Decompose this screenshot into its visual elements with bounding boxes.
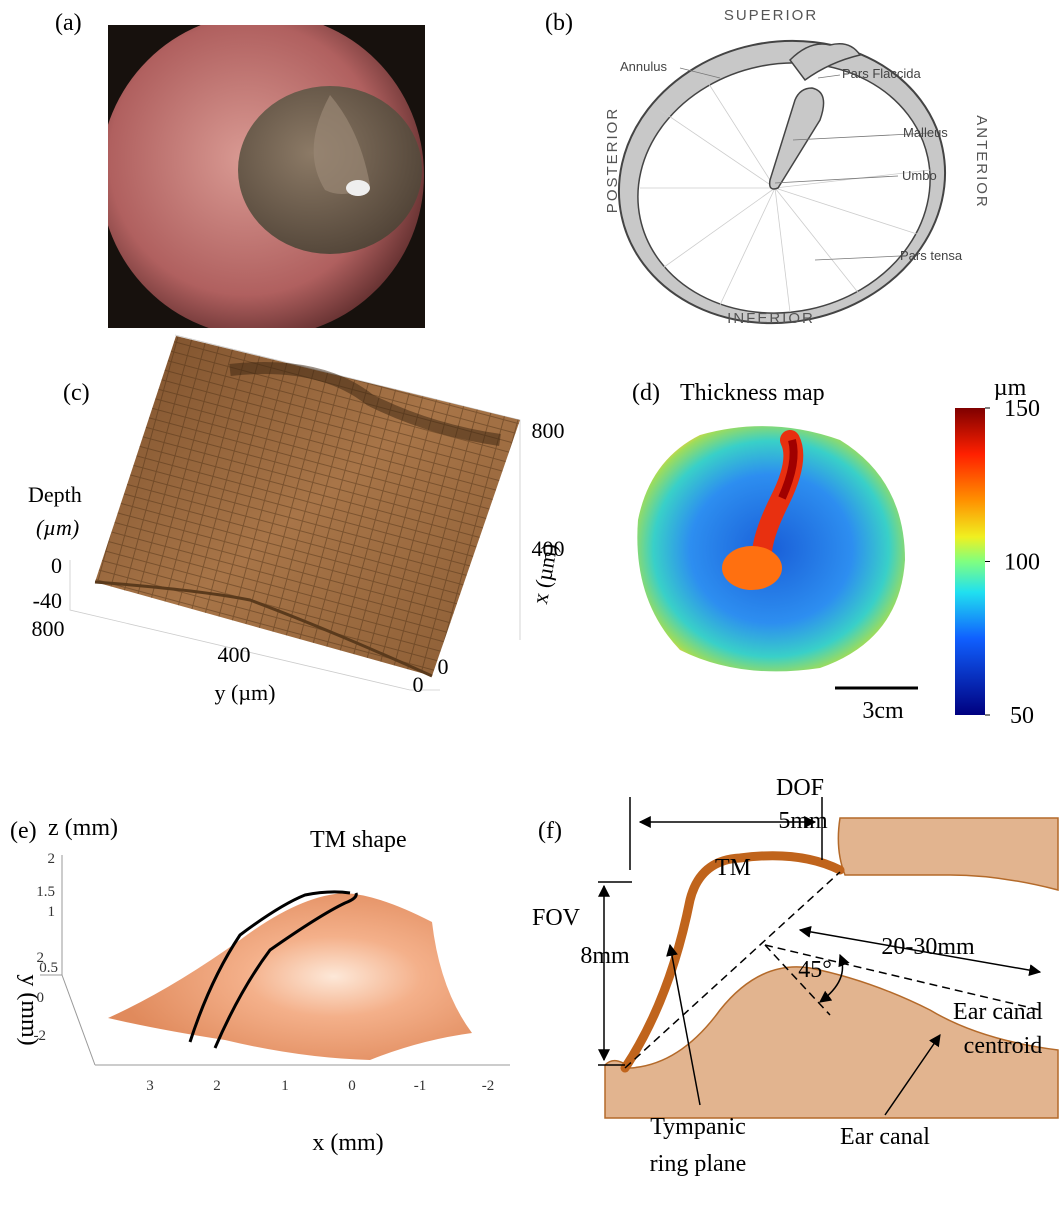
axis-label: y (mm) <box>16 974 42 1045</box>
tick-label: 1 <box>48 904 56 920</box>
direction-label: ANTERIOR <box>973 115 990 209</box>
tick-label: 0 <box>37 990 45 1006</box>
tick-label: 2 <box>48 851 56 867</box>
surface-3d <box>69 334 521 691</box>
direction-label: POSTERIOR <box>604 107 621 213</box>
tick-label: 0 <box>348 1078 356 1094</box>
tick-label: 0 <box>51 553 62 578</box>
angle-label: 45° <box>798 957 832 983</box>
tick-label: 0 <box>438 654 449 679</box>
fov-label: FOV <box>532 905 581 931</box>
colorbar <box>955 408 985 715</box>
tick-label: 1.5 <box>36 884 55 900</box>
panel-label: (b) <box>545 10 573 36</box>
axis-label: Depth <box>28 482 82 507</box>
distance-label: 20-30mm <box>881 934 975 960</box>
panel-title: Thickness map <box>680 380 825 406</box>
direction-label: SUPERIOR <box>724 7 818 24</box>
scale-bar-label: 3cm <box>862 698 904 724</box>
tm-label: TM <box>715 855 751 881</box>
ear-canal-label: Ear canal <box>840 1124 930 1150</box>
tick-label: 800 <box>532 418 565 443</box>
structure-label: Pars Flaccida <box>842 66 922 81</box>
tick-label: -2 <box>34 1028 47 1044</box>
axis-label: z (mm) <box>48 815 118 841</box>
colorbar-tick-label: 100 <box>1004 550 1040 576</box>
tick-label: 400 <box>218 642 251 667</box>
colorbar-unit: µm <box>994 375 1027 401</box>
dof-label: DOF <box>776 775 824 801</box>
thickness-map <box>637 426 905 672</box>
axis-label: (µm) <box>36 515 79 540</box>
panel-label: (f) <box>538 818 562 844</box>
structure-label: Umbo <box>902 168 937 183</box>
panel-label: (c) <box>63 380 90 406</box>
tick-label: -2 <box>482 1078 495 1094</box>
tick-label: 0 <box>413 672 424 697</box>
direction-label: INFERIOR <box>727 310 815 327</box>
panel-title: TM shape <box>310 827 407 853</box>
tm-diagram <box>617 39 947 325</box>
ring-label: Tympanic <box>650 1114 746 1140</box>
tick-label: 800 <box>32 616 65 641</box>
tick-label: 0.5 <box>39 960 58 976</box>
panel-label: (e) <box>10 818 37 844</box>
centroid-label: Ear canal <box>953 999 1043 1025</box>
ring-label: ring plane <box>650 1151 747 1177</box>
tick-label: 2 <box>37 950 45 966</box>
structure-label: Annulus <box>620 59 667 74</box>
structure-label: Pars tensa <box>900 248 963 263</box>
axis-label: y (µm) <box>215 680 276 705</box>
axes-3d <box>40 855 510 1066</box>
tick-label: 1 <box>281 1078 289 1094</box>
tick-label: -1 <box>414 1078 427 1094</box>
tick-label: -40 <box>33 588 62 613</box>
tick-label: 2 <box>213 1078 221 1094</box>
otoscope-image <box>108 25 424 328</box>
centroid-label: centroid <box>964 1033 1043 1059</box>
tick-label: 3 <box>146 1078 154 1094</box>
axis-label: x (mm) <box>312 1130 383 1156</box>
colorbar-tick-label: 150 <box>1004 396 1040 422</box>
tick-label: 400 <box>532 536 565 561</box>
tm-shape <box>108 890 472 1060</box>
panel-label: (d) <box>632 380 660 406</box>
panel-label: (a) <box>55 10 82 36</box>
dof-value: 5mm <box>778 808 828 834</box>
ear-canal-diagram <box>598 797 1059 1119</box>
structure-label: Malleus <box>903 125 948 140</box>
fov-value: 8mm <box>580 943 630 969</box>
colorbar-tick-label: 50 <box>1010 703 1034 729</box>
